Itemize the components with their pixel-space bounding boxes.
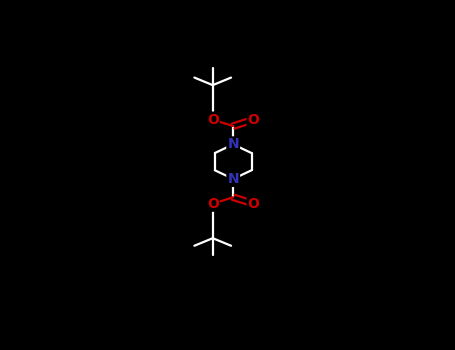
- Text: O: O: [207, 113, 219, 127]
- Text: N: N: [228, 172, 239, 186]
- Text: N: N: [228, 138, 239, 152]
- Text: O: O: [248, 197, 259, 211]
- Text: O: O: [207, 197, 219, 211]
- Text: O: O: [248, 113, 259, 127]
